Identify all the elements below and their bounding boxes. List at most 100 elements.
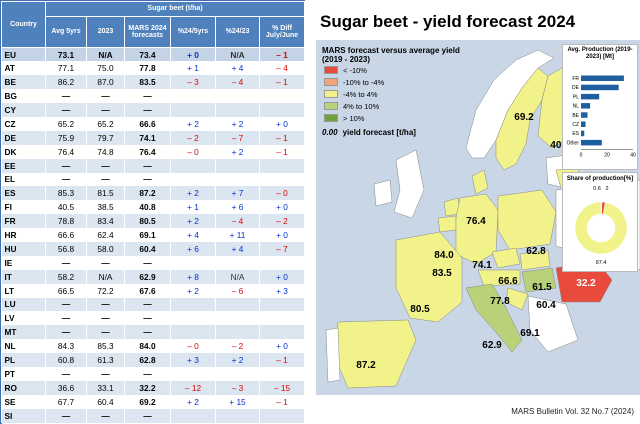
bar-category-label: ES [572, 131, 579, 137]
country-code-cell: PL [1, 353, 46, 367]
table-cell: 40.5 [45, 200, 87, 215]
table-cell: — [45, 311, 87, 326]
table-cell: 67.7 [45, 394, 87, 409]
table-cell: + 3 [170, 353, 216, 367]
header-country: Country [1, 1, 46, 48]
country-at [477, 269, 521, 287]
country-balkans [527, 295, 579, 353]
table-cell: 74.8 [86, 144, 125, 159]
table-cell [170, 408, 216, 423]
table-cell [215, 408, 260, 423]
table-cell: — [45, 366, 87, 381]
country-sk [519, 249, 551, 271]
table-cell: 60.4 [124, 241, 171, 256]
table-row: HR 66.6 62.4 69.1 + 4 + 11 + 0 [1, 228, 306, 242]
share-production-chart: Share of production[%] 0.6 2 97.4 [562, 172, 638, 272]
table-cell: — [45, 408, 87, 423]
table-cell: — [86, 408, 125, 423]
table-cell: 85.3 [45, 186, 87, 201]
table-row: EE — — — [1, 158, 306, 173]
table-cell [170, 89, 216, 104]
table-cell: – 2 [259, 214, 306, 229]
country-code-cell: DE [1, 130, 46, 145]
table-cell: 63.6 [86, 422, 125, 424]
table-cell [259, 172, 306, 187]
bar [581, 130, 585, 137]
legend-note-text: yield forecast [t/ha] [342, 128, 416, 138]
table-cell: + 2 [215, 144, 260, 159]
table-cell: 40.8 [124, 200, 171, 215]
table-row: EU 73.1 N/A 73.4 + 0 N/A – 1 [1, 47, 306, 62]
table-cell [215, 172, 260, 187]
table-cell: 56.8 [45, 241, 87, 256]
table-cell [170, 366, 216, 381]
table-row: SK60.263.661.5+ 2– 3– 4 [1, 422, 306, 424]
map-graphic: 69.240.876.467.684.083.574.162.866.661.5… [325, 49, 640, 389]
country-code-cell: SI [1, 408, 46, 423]
map-title: Sugar beet - yield forecast 2024 [320, 12, 576, 31]
table-cell: – 1 [259, 130, 306, 145]
table-cell: 33.1 [86, 380, 125, 395]
table-row: IE — — — [1, 255, 306, 270]
country-pl [497, 189, 557, 251]
table-cell: + 15 [215, 394, 260, 409]
country-dk [471, 169, 489, 195]
table-cell: + 2 [170, 116, 216, 131]
legend-swatch [324, 90, 338, 99]
table-cell: + 2 [170, 394, 216, 409]
table-cell: 74.1 [124, 130, 171, 145]
table-cell: + 0 [259, 228, 306, 242]
legend-item: < -10% [324, 64, 482, 76]
table-cell: + 7 [215, 186, 260, 201]
legend-title: MARS forecast versus average yield (2019… [322, 46, 460, 65]
country-code-cell: EU [1, 47, 46, 62]
table-cell [259, 408, 306, 423]
table-cell: 84.3 [45, 339, 87, 354]
table-cell: – 0 [170, 339, 216, 354]
map-yield-label: 80.5 [410, 304, 430, 315]
bar-category-label: Other [566, 141, 579, 147]
bar [581, 84, 619, 91]
table-cell: 60.4 [86, 394, 125, 409]
table-cell: – 1 [259, 353, 306, 367]
bar-x-tick: 40 [630, 153, 636, 159]
header-pct-5yrs: %24/5yrs [170, 16, 216, 48]
table-cell: + 3 [259, 283, 306, 298]
legend-label: > 10% [343, 113, 365, 123]
table-cell: — [86, 366, 125, 381]
table-cell: 62.8 [124, 353, 171, 367]
legend-label: < -10% [343, 65, 367, 75]
bar [581, 103, 591, 109]
table-cell: — [86, 255, 125, 270]
legend-label: 4% to 10% [343, 101, 380, 111]
table-cell: + 0 [259, 339, 306, 354]
table-cell: 36.6 [45, 380, 87, 395]
country-code-cell: IT [1, 269, 46, 284]
avg-production-title: Avg. Production (2019-2023) [Mt] [567, 47, 633, 60]
legend-swatch [324, 78, 338, 87]
table-row: CZ 65.2 65.2 66.6 + 2 + 2 + 0 [1, 116, 306, 131]
table-cell: 73.1 [45, 47, 87, 62]
table-cell: + 8 [170, 269, 216, 284]
bar-category-label: PL [573, 95, 579, 101]
country-code-cell: LU [1, 297, 46, 312]
table-cell: — [86, 311, 125, 326]
bar-x-tick: 20 [604, 153, 610, 159]
legend-note: 0.00 yield forecast [t/ha] [322, 128, 482, 137]
table-cell: 75.9 [45, 130, 87, 145]
table-cell: N/A [86, 47, 125, 62]
table-cell: + 0 [259, 200, 306, 215]
table-cell: + 4 [215, 241, 260, 256]
country-fr [395, 231, 463, 323]
country-pt [325, 327, 341, 383]
share-production-title: Share of production[%] [566, 176, 634, 182]
table-cell: — [45, 325, 87, 340]
map-yield-label: 83.5 [432, 268, 452, 279]
table-cell: + 2 [170, 283, 216, 298]
table-cell: – 15 [259, 380, 306, 395]
table-cell: 60.8 [45, 353, 87, 367]
table-cell: + 2 [170, 214, 216, 229]
table-cell: 77.8 [124, 61, 171, 76]
legend-label: -4% to 4% [343, 89, 378, 99]
